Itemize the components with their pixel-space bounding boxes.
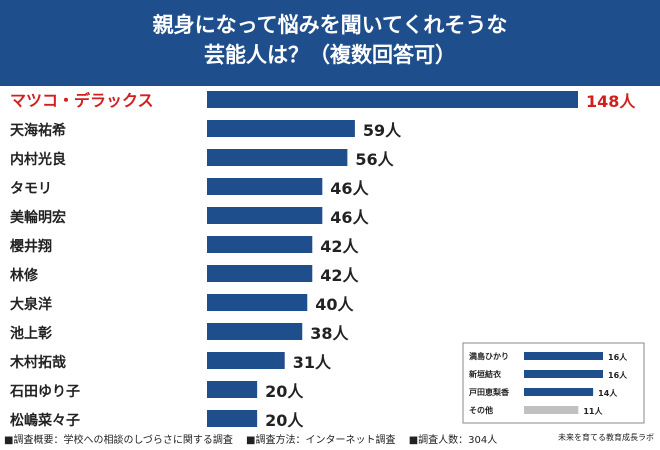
chart-title: 親身になって悩みを聞いてくれそうな 芸能人は？（複数回答可） [152, 13, 508, 67]
bar [207, 265, 313, 282]
category-label: 石田ゆり子 [9, 384, 80, 400]
value-label: 59人 [363, 121, 402, 140]
category-label: 美輪明宏 [10, 209, 66, 226]
category-label: 松嶋菜々子 [10, 412, 80, 429]
category-label: 林修 [10, 267, 39, 284]
inset-bar [524, 370, 603, 378]
category-label: 天海祐希 [10, 122, 66, 139]
footer-notes: ■調査概要：学校への相談のしづらさに関する調査 ■調査方法：インターネット調査 … [4, 431, 660, 449]
inset-category-label: 新垣結衣 [469, 369, 501, 379]
bar [207, 352, 285, 369]
bar [207, 207, 323, 224]
value-label: 148人 [586, 92, 636, 111]
inset-value-label: 16人 [608, 352, 628, 362]
category-label: 池上彰 [10, 325, 52, 342]
inset-bar [524, 352, 603, 360]
bar [207, 149, 348, 166]
category-label: タモリ [10, 181, 52, 197]
inset-bar [524, 406, 579, 414]
value-label: 20人 [265, 411, 304, 430]
inset-category-label: その他 [469, 405, 493, 415]
value-label: 31人 [293, 353, 332, 372]
value-label: 40人 [315, 295, 354, 314]
value-label: 56人 [355, 150, 394, 169]
value-label: 42人 [320, 237, 359, 256]
bar [207, 323, 303, 340]
value-label: 42人 [320, 266, 359, 285]
brand-name: 未来を育てる教育成長ラボ [558, 433, 654, 442]
bar [207, 381, 258, 398]
title-banner: 親身になって悩みを聞いてくれそうな 芸能人は？（複数回答可） [0, 0, 660, 86]
value-label: 46人 [330, 179, 369, 198]
bar [207, 236, 313, 253]
value-label: 38人 [310, 324, 349, 343]
bar [207, 120, 355, 137]
survey-method: ■調査方法：インターネット調査 [246, 435, 396, 446]
category-label: マツコ・デラックス [10, 91, 154, 110]
category-label: 大泉洋 [10, 296, 52, 313]
inset-value-label: 14人 [598, 388, 618, 398]
bar [207, 91, 578, 108]
inset-category-label: 満島ひかり [469, 351, 509, 361]
inset-value-label: 11人 [583, 406, 603, 416]
category-label: 木村拓哉 [9, 354, 66, 371]
category-label: 櫻井翔 [9, 238, 52, 255]
inset-category-label: 戸田恵梨香 [469, 387, 510, 397]
value-label: 20人 [265, 382, 304, 401]
bar [207, 178, 323, 195]
bar [207, 294, 308, 311]
bar [207, 410, 258, 427]
inset-value-label: 16人 [608, 370, 628, 380]
value-label: 46人 [330, 208, 369, 227]
survey-count: ■調査人数：304人 [408, 435, 498, 446]
category-label: 内村光良 [10, 151, 66, 168]
inset-bar [524, 388, 594, 396]
survey-overview: ■調査概要：学校への相談のしづらさに関する調査 [4, 435, 233, 446]
